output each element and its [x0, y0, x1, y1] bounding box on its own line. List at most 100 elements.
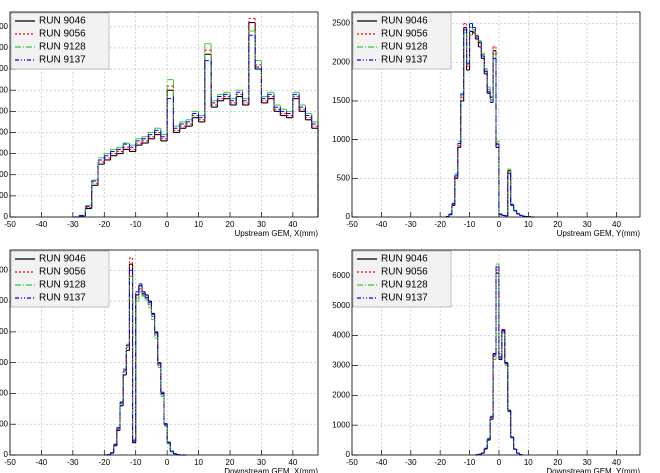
y-tick-label: 600: [0, 85, 9, 94]
x-tick-label: 0: [165, 220, 170, 229]
y-tick-label: 0: [4, 450, 9, 459]
x-tick-label: 0: [497, 220, 502, 229]
x-tick-label: -10: [464, 458, 476, 467]
y-tick-label: 800: [0, 43, 9, 52]
x-tick-label: 10: [194, 458, 203, 467]
x-tick-label: -20: [99, 220, 111, 229]
x-tick-label: 30: [257, 220, 266, 229]
y-tick-label: 500: [0, 419, 9, 428]
legend-label: RUN 9137: [39, 293, 86, 304]
x-tick-label: 20: [553, 220, 562, 229]
x-tick-label: 20: [226, 458, 235, 467]
x-tick-label: -20: [434, 458, 446, 467]
legend-label: RUN 9056: [381, 267, 428, 278]
y-tick-label: 200: [0, 170, 9, 179]
x-tick-label: -10: [130, 220, 142, 229]
y-tick-label: 0: [346, 450, 351, 459]
plot-frame: [351, 11, 641, 218]
y-tick-label: 1000: [0, 389, 9, 398]
legend-label: RUN 9056: [381, 29, 428, 40]
x-tick-label: 10: [194, 220, 203, 229]
legend-label: RUN 9046: [381, 254, 428, 265]
plot-frame: [9, 11, 319, 218]
y-tick-label: 500: [337, 173, 351, 182]
x-tick-label: -30: [405, 458, 417, 467]
x-tick-label: 10: [524, 220, 533, 229]
x-tick-label: -30: [67, 220, 79, 229]
x-tick-label: -40: [376, 220, 388, 229]
y-tick-label: 100: [0, 191, 9, 200]
x-tick-label: -50: [346, 458, 358, 467]
x-tick-label: 20: [226, 220, 235, 229]
y-tick-label: 1000: [332, 420, 350, 429]
y-tick-label: 3000: [332, 361, 350, 370]
legend-label: RUN 9128: [39, 280, 86, 291]
legend-label: RUN 9046: [39, 254, 86, 265]
x-tick-label: 40: [288, 220, 297, 229]
x-tick-label: -10: [464, 220, 476, 229]
y-tick-label: 400: [0, 128, 9, 137]
y-tick-label: 300: [0, 149, 9, 158]
plot-frame: [351, 249, 641, 456]
y-tick-label: 2000: [332, 390, 350, 399]
x-axis-label: Downstream GEM, X(mm): [224, 467, 318, 473]
legend-label: RUN 9056: [39, 267, 86, 278]
x-tick-label: 40: [612, 458, 621, 467]
y-tick-label: 900: [0, 22, 9, 31]
panel: -50 -40 -30 -20 -10 0 10 20 30 40 0 1000 2000 3000 400…: [332, 249, 641, 473]
x-tick-label: -20: [99, 458, 111, 467]
legend: RUN 9046 RUN 9056 RUN 9128 RUN 9137: [352, 12, 452, 70]
x-tick-label: 40: [288, 458, 297, 467]
x-tick-label: -50: [4, 220, 16, 229]
y-tick-label: 5000: [332, 301, 350, 310]
y-tick-label: 0: [346, 212, 351, 221]
legend-label: RUN 9137: [381, 293, 428, 304]
x-tick-label: -30: [405, 220, 417, 229]
y-tick-label: 2000: [0, 327, 9, 336]
legend-label: RUN 9128: [381, 280, 428, 291]
x-tick-label: 30: [583, 458, 592, 467]
x-tick-label: -20: [434, 220, 446, 229]
y-tick-label: 3000: [0, 265, 9, 274]
y-tick-label: 4000: [332, 331, 350, 340]
x-tick-label: -40: [376, 458, 388, 467]
y-tick-label: 0: [4, 212, 9, 221]
legend: RUN 9046 RUN 9056 RUN 9128 RUN 9137: [352, 250, 452, 308]
y-tick-label: 700: [0, 64, 9, 73]
x-tick-label: 40: [612, 220, 621, 229]
legend: RUN 9046 RUN 9056 RUN 9128 RUN 9137: [10, 12, 110, 70]
legend-label: RUN 9128: [39, 42, 86, 53]
legend-label: RUN 9056: [39, 29, 86, 40]
x-tick-label: -10: [130, 458, 142, 467]
y-tick-label: 1500: [0, 358, 9, 367]
x-tick-label: 30: [257, 458, 266, 467]
y-tick-label: 1000: [332, 135, 350, 144]
x-axis-label: Upstream GEM, Y(mm): [557, 229, 641, 238]
panel: -50-40-30-20-100102030400100200300400500…: [0, 11, 319, 238]
legend-label: RUN 9046: [381, 16, 428, 27]
x-axis-label: Upstream GEM, X(mm): [234, 229, 318, 238]
x-tick-label: 0: [165, 458, 170, 467]
legend-label: RUN 9137: [381, 55, 428, 66]
x-axis-label: Downstream GEM, Y(mm): [546, 467, 640, 473]
legend-label: RUN 9046: [39, 16, 86, 27]
panel: -50 -40 -30 -20 -10 0 10 20 30 40 0 500 1000 1500 2000…: [332, 11, 641, 238]
y-tick-label: 500: [0, 106, 9, 115]
x-tick-label: -40: [36, 458, 48, 467]
legend: RUN 9046 RUN 9056 RUN 9128 RUN 9137: [10, 250, 110, 308]
x-tick-label: 10: [524, 458, 533, 467]
x-tick-label: 30: [583, 220, 592, 229]
y-tick-label: 1500: [332, 96, 350, 105]
x-tick-label: 20: [553, 458, 562, 467]
legend-label: RUN 9137: [39, 55, 86, 66]
y-tick-label: 2500: [0, 296, 9, 305]
y-tick-label: 6000: [332, 271, 350, 280]
panel: -50 -40 -30 -20 -10 0 10 20 30 40 0 500 1000 1500 2000…: [0, 249, 319, 473]
x-tick-label: 0: [497, 458, 502, 467]
x-tick-label: -40: [36, 220, 48, 229]
x-tick-label: -50: [346, 220, 358, 229]
y-tick-label: 2000: [332, 57, 350, 66]
